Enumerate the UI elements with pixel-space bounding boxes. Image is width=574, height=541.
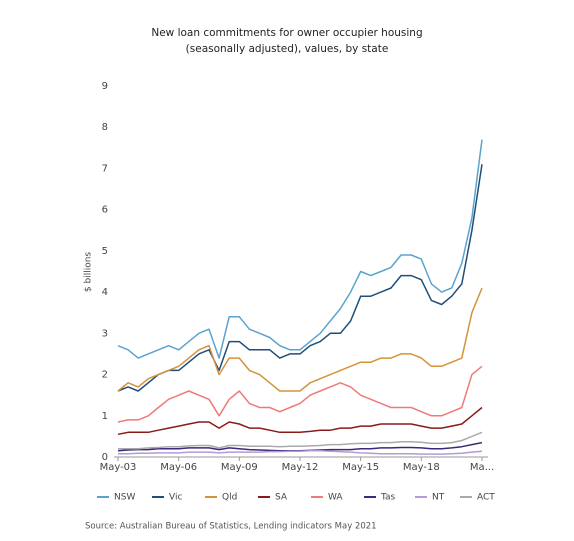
x-tick-label: Ma... (470, 462, 494, 473)
series-line (118, 431, 483, 450)
y-tick-label: 6 (102, 205, 108, 216)
series-line (117, 365, 483, 423)
y-tick-label: 7 (102, 163, 108, 174)
source-note: Source: Australian Bureau of Statistics,… (85, 522, 377, 532)
chart-subtitle: (seasonally adjusted), values, by state (186, 43, 389, 55)
x-tick-label: May-06 (160, 462, 197, 473)
series-line (117, 164, 483, 392)
y-tick-label: 5 (102, 246, 108, 257)
series-line (117, 139, 483, 359)
y-tick-label: 1 (102, 411, 108, 422)
y-tick-label: 4 (102, 287, 108, 298)
series-line (118, 450, 483, 455)
legend-label: Qld (222, 493, 237, 503)
legend-label: NSW (114, 493, 135, 503)
legend-label: WA (328, 493, 343, 503)
legend-label: SA (275, 493, 288, 503)
x-tick-label: May-18 (403, 462, 440, 473)
y-tick-label: 3 (102, 328, 108, 339)
legend-label: ACT (477, 493, 495, 503)
chart-title: New loan commitments for owner occupier … (151, 27, 422, 39)
series-line (117, 287, 483, 392)
y-tick-label: 0 (102, 452, 108, 463)
legend-label: Vic (169, 493, 182, 503)
x-tick-label: May-12 (282, 462, 319, 473)
y-tick-label: 2 (102, 370, 108, 381)
legend-label: Tas (380, 493, 396, 503)
x-tick-label: May-15 (342, 462, 379, 473)
y-tick-label: 9 (102, 81, 108, 92)
legend-label: NT (432, 493, 445, 503)
y-axis-label: $ billions (84, 252, 94, 293)
x-tick-label: May-03 (100, 462, 137, 473)
x-tick-label: May-09 (221, 462, 258, 473)
y-tick-label: 8 (102, 122, 108, 133)
series-line (117, 406, 483, 436)
